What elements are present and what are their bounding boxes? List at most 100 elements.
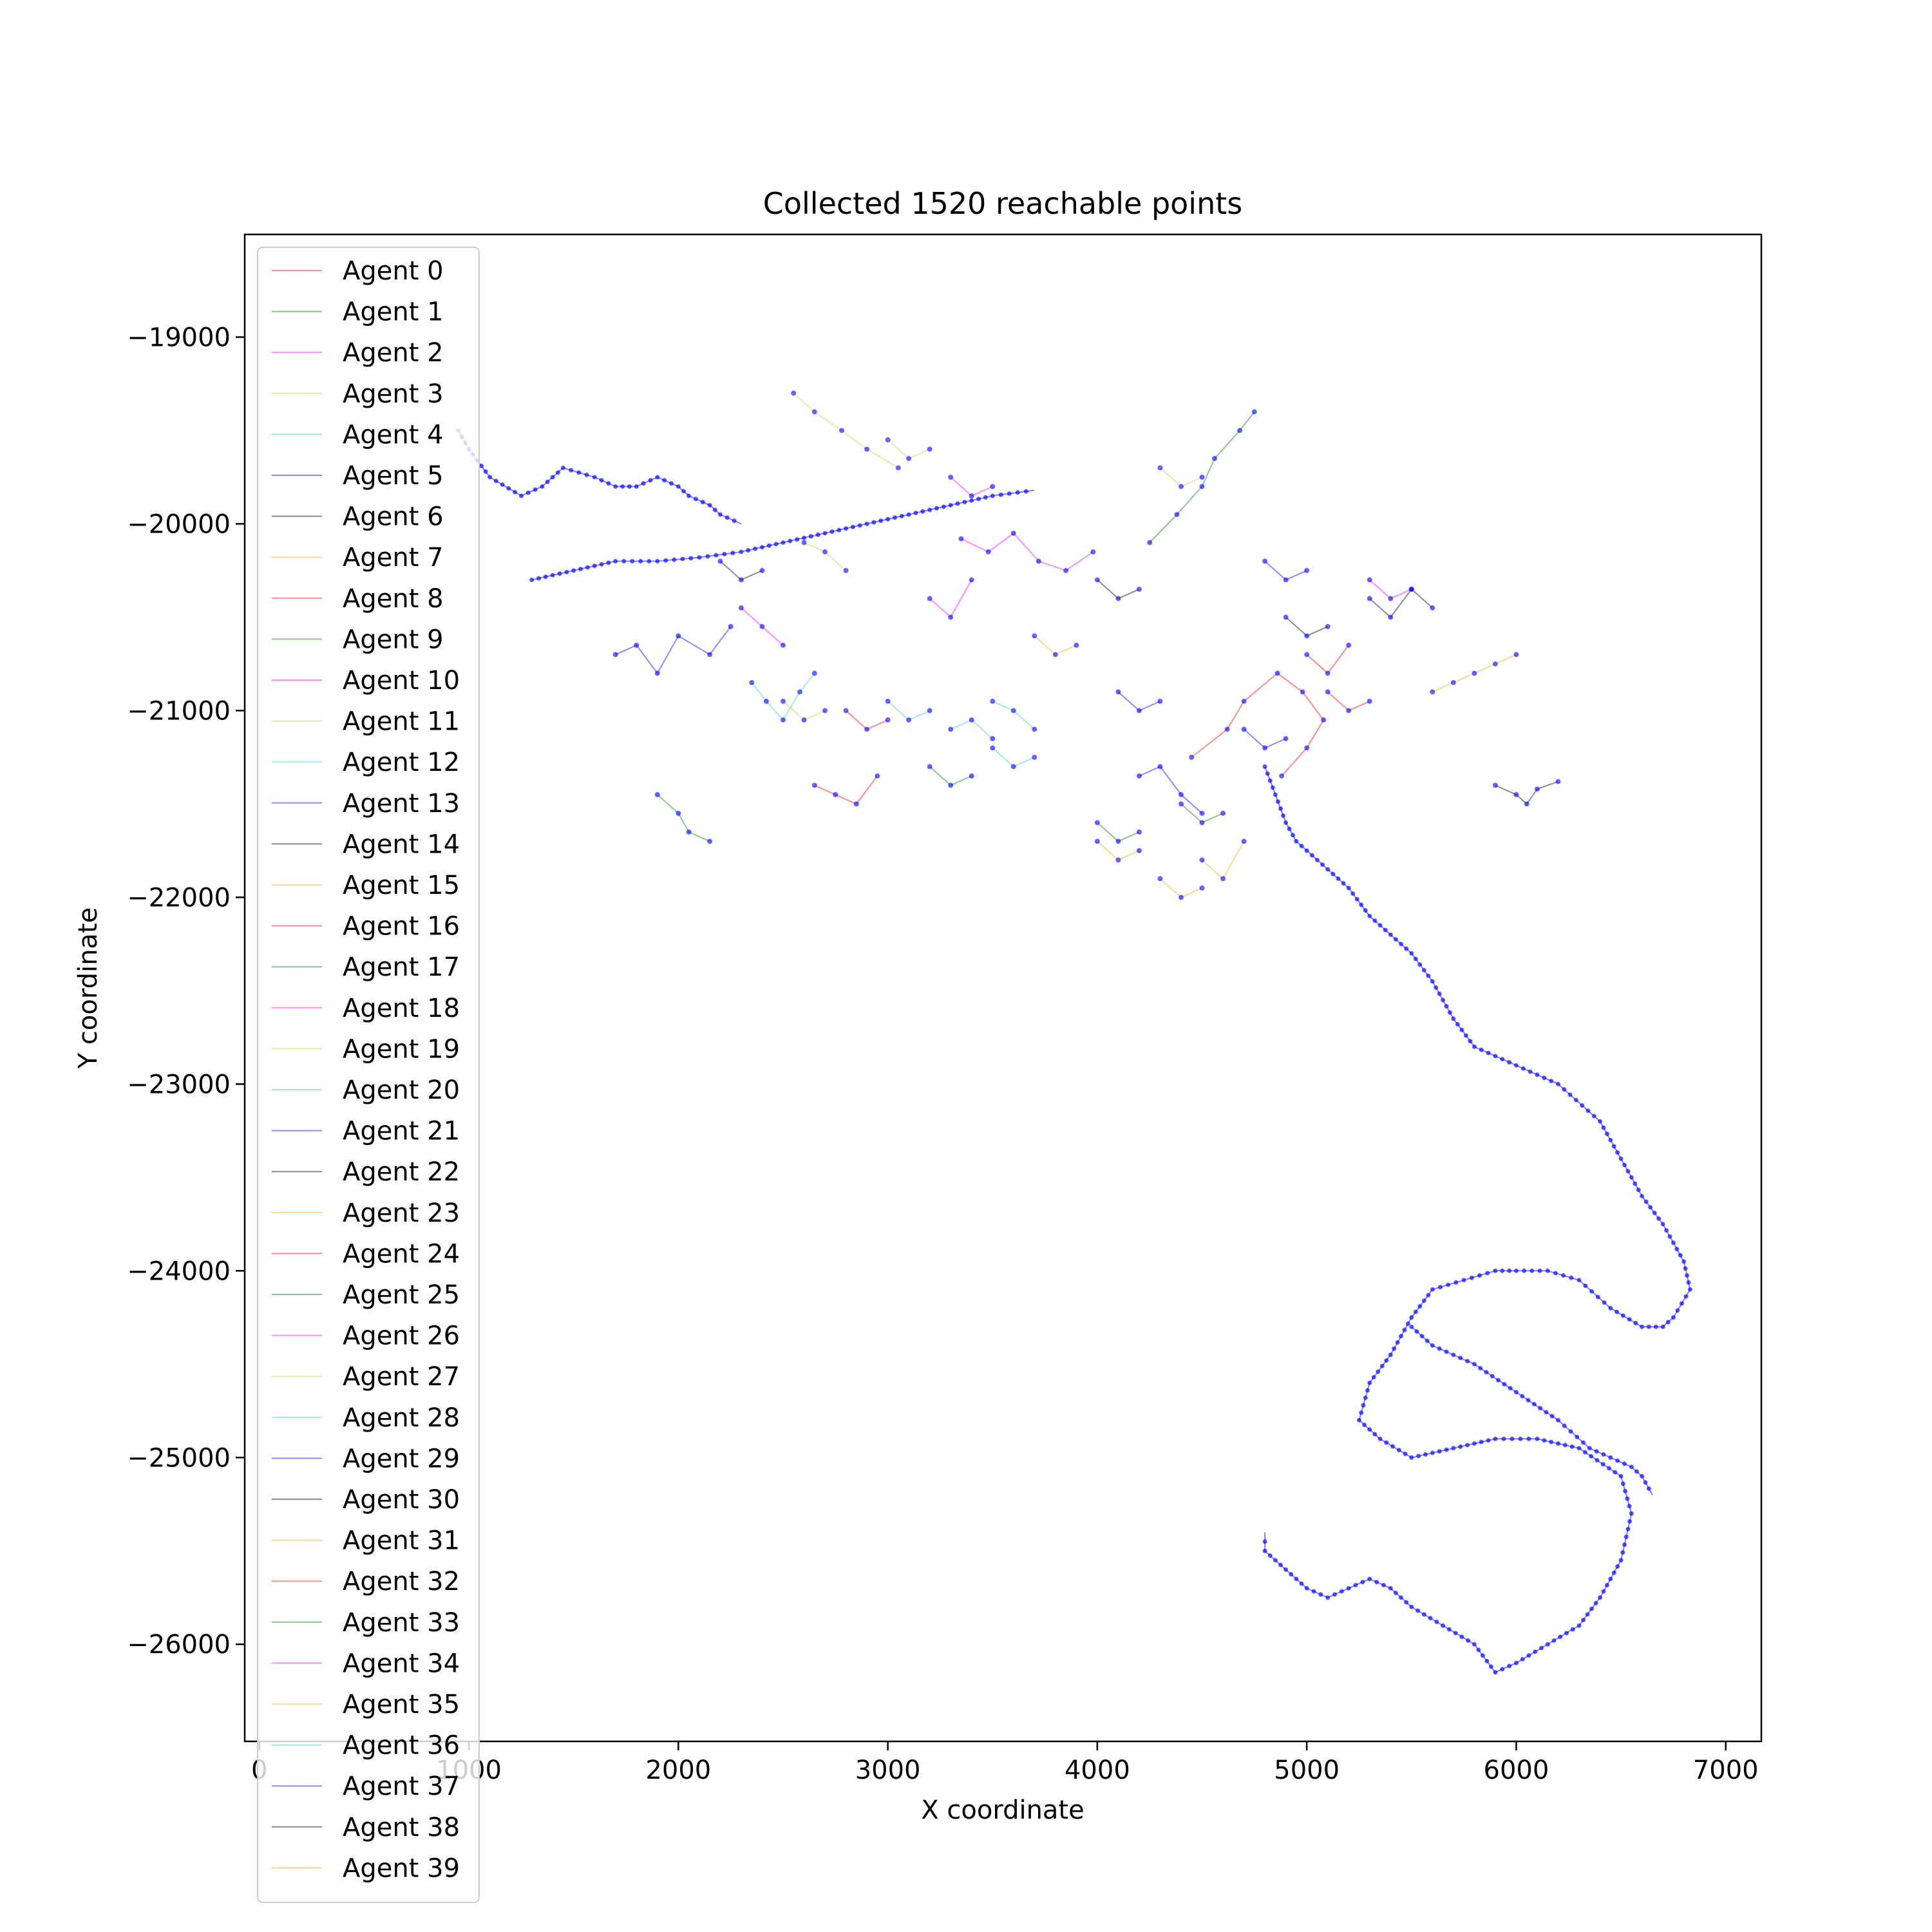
path-point	[707, 502, 712, 507]
path-point	[1484, 1370, 1489, 1375]
path-point	[483, 469, 488, 474]
path-point	[1417, 962, 1423, 967]
path-point	[1446, 1282, 1451, 1287]
path-point	[1455, 1022, 1460, 1027]
path-point	[801, 535, 806, 540]
data-point	[1262, 558, 1268, 564]
path-point	[1601, 1589, 1606, 1594]
path-point	[1618, 1473, 1624, 1479]
path-point	[1451, 1446, 1456, 1451]
path-point	[1426, 1293, 1431, 1298]
data-point	[822, 549, 828, 554]
path-point	[1383, 927, 1388, 933]
path-point	[1622, 1542, 1627, 1548]
series-line-agent-9	[657, 794, 710, 842]
data-point	[1367, 698, 1372, 704]
data-point	[927, 708, 933, 714]
path-point	[1416, 1608, 1421, 1613]
series-line-agent-39	[1097, 840, 1140, 861]
path-point	[700, 500, 705, 505]
path-point	[1542, 1075, 1547, 1081]
path-point	[1562, 1443, 1567, 1448]
path-point	[641, 481, 646, 486]
data-point	[1241, 698, 1247, 704]
path-point	[1290, 833, 1295, 838]
path-point	[599, 478, 604, 483]
data-point	[1147, 540, 1153, 545]
path-point	[1587, 1446, 1592, 1451]
data-point	[1199, 820, 1205, 826]
path-point	[681, 489, 686, 494]
path-point	[1346, 1586, 1351, 1591]
path-point	[576, 470, 582, 475]
path-point	[1538, 1406, 1543, 1411]
data-point	[1199, 484, 1205, 489]
data-point	[895, 465, 901, 471]
path-point	[1589, 1606, 1595, 1611]
path-point	[1267, 778, 1273, 783]
path-point	[1501, 1436, 1506, 1441]
path-point	[1320, 862, 1325, 867]
path-point	[518, 493, 524, 498]
path-point	[795, 537, 800, 542]
path-point	[739, 549, 744, 554]
data-point	[1115, 838, 1121, 844]
data-point	[839, 428, 845, 433]
path-point	[1378, 923, 1383, 928]
path-point	[1513, 1063, 1519, 1068]
path-point	[1608, 1137, 1613, 1142]
series-line-agent-29	[1117, 691, 1160, 712]
x-axis-label: X coordinate	[921, 1795, 1084, 1825]
path-point	[1608, 1577, 1613, 1582]
legend: Agent 0 Agent 1 Agent 2 Agent 3 Agent 4 Agent…	[257, 247, 480, 1903]
path-point	[1533, 1649, 1538, 1654]
path-point	[584, 472, 589, 477]
path-point	[1640, 1324, 1645, 1329]
path-point	[1671, 1240, 1676, 1245]
path-point	[1367, 1577, 1372, 1582]
path-point	[1549, 1078, 1554, 1083]
path-point	[1023, 489, 1028, 494]
data-point	[1090, 549, 1096, 554]
data-point	[1136, 773, 1142, 779]
path-point	[1562, 1087, 1567, 1092]
path-point	[1675, 1308, 1680, 1313]
path-point	[1595, 1294, 1600, 1300]
path-point	[1409, 951, 1414, 956]
path-point	[1510, 1436, 1515, 1441]
path-point	[1367, 1380, 1372, 1385]
path-point	[1476, 1647, 1481, 1653]
series-line-agent-24	[1327, 691, 1370, 712]
path-point	[1660, 1324, 1665, 1329]
path-point	[1480, 1653, 1485, 1658]
path-point	[1589, 1289, 1595, 1294]
data-point	[990, 745, 996, 751]
path-point	[1267, 1553, 1273, 1558]
data-point	[990, 698, 996, 704]
data-point	[969, 773, 974, 779]
path-point	[599, 562, 604, 567]
path-point	[1416, 1454, 1421, 1459]
data-point	[1157, 465, 1163, 471]
path-point	[1360, 1580, 1365, 1585]
data-point	[1408, 586, 1414, 592]
path-point	[1361, 1403, 1366, 1408]
path-point	[1507, 1663, 1512, 1669]
path-point	[773, 542, 779, 547]
path-point	[714, 553, 719, 558]
data-point	[1094, 820, 1100, 826]
legend-label: Agent 13	[343, 789, 460, 819]
path-point	[1629, 1464, 1634, 1470]
path-point	[1437, 1346, 1442, 1351]
path-point	[722, 551, 727, 556]
path-point	[1551, 1638, 1557, 1643]
path-point	[1362, 1423, 1367, 1428]
path-point	[1458, 1356, 1463, 1361]
path-point	[592, 564, 597, 569]
path-point	[1671, 1315, 1676, 1320]
path-point	[717, 512, 723, 517]
legend-label: Agent 12	[343, 748, 460, 777]
path-point	[969, 498, 974, 503]
legend-label: Agent 37	[343, 1772, 460, 1801]
